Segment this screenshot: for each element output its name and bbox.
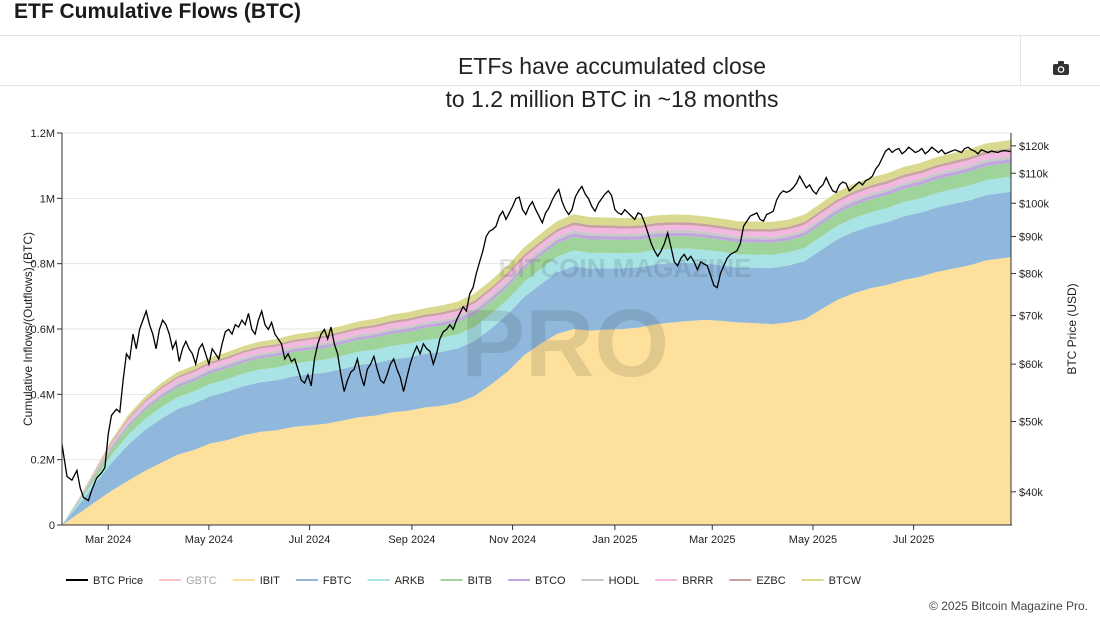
y2-axis-title: BTC Price (USD) [1065,283,1079,374]
y2-tick-label: $90k [1019,231,1043,243]
legend-label: BRRR [682,575,713,587]
legend-label: GBTC [186,575,217,587]
watermark-line-2: PRO [461,290,669,397]
page-title: ETF Cumulative Flows (BTC) [14,0,302,23]
chart-title-line-1: ETFs have accumulated close [458,53,766,79]
x-tick-label: May 2024 [185,534,233,546]
legend-item-arkb[interactable]: ARKB [367,575,425,587]
y-axis-title: Cumulative Inflows/(Outflows) (BTC) [21,232,35,426]
y2-tick-label: $80k [1019,269,1043,281]
etf-flows-chart: ETFs have accumulated close to 1.2 milli… [21,53,1079,587]
x-tick-label: Jul 2024 [289,534,331,546]
y2-tick-label: $100k [1019,198,1049,210]
legend-item-brrr[interactable]: BRRR [655,575,713,587]
y2-tick-label: $120k [1019,141,1049,153]
legend-label: BTC Price [93,575,143,587]
title-divider [0,85,1100,86]
y-tick-label: 1M [40,193,55,205]
y2-tick-label: $60k [1019,359,1043,371]
x-tick-label: May 2025 [789,534,837,546]
legend-label: BITB [468,575,492,587]
stacked-areas [62,140,1011,526]
watermark-line-1: BITCOIN MAGAZINE [499,253,752,283]
area-ibit [62,257,1011,525]
toolbar-divider [1020,36,1021,85]
y2-tick-label: $110k [1019,168,1049,180]
legend-item-hodl[interactable]: HODL [581,575,640,587]
legend-item-btco[interactable]: BTCO [508,575,566,587]
x-tick-label: Jul 2025 [893,534,935,546]
credit: © 2025 Bitcoin Magazine Pro. [929,599,1088,613]
y-tick-label: 0.4M [31,389,55,401]
x-tick-label: Sep 2024 [388,534,435,546]
y2-tick-label: $70k [1019,311,1043,323]
legend-label: FBTC [323,575,352,587]
camera-icon[interactable] [1051,58,1071,78]
legend-label: BTCW [829,575,862,587]
header-divider [0,35,1100,36]
y-tick-label: 0.8M [31,259,55,271]
y-tick-label: 1.2M [31,128,55,140]
legend-item-btcw[interactable]: BTCW [801,575,862,587]
x-tick-label: Jan 2025 [592,534,637,546]
legend-item-gbtc[interactable]: GBTC [159,575,217,587]
area-arkb [62,176,1011,526]
legend-label: ARKB [395,575,425,587]
legend-item-bitb[interactable]: BITB [440,575,492,587]
watermark: BITCOIN MAGAZINE PRO [461,253,751,397]
axes: 0 0.2M 0.4M 0.6M 0.8M 1M 1.2M $40k $50k $60k $70k $… [21,128,1079,546]
area-fbtc [62,191,1011,526]
y2-tick-label: $40k [1019,487,1043,499]
y-tick-label: 0 [49,520,55,532]
legend-label: HODL [609,575,640,587]
y-tick-label: 0.2M [31,455,55,467]
legend-item-ibit[interactable]: IBIT [232,575,280,587]
legend: BTC Price GBTC IBIT FBTC ARKB BITB BTCO HODL BRR… [66,575,862,587]
legend-label: EZBC [756,575,785,587]
legend-item-ezbc[interactable]: EZBC [729,575,786,587]
x-tick-label: Mar 2024 [85,534,131,546]
price-line-layer [61,146,1012,502]
legend-label: IBIT [260,575,280,587]
legend-item-btc-price[interactable]: BTC Price [66,575,143,587]
area-bitb [62,162,1011,525]
chart-title: ETFs have accumulated close to 1.2 milli… [445,53,778,112]
legend-item-fbtc[interactable]: FBTC [295,575,352,587]
y-tick-label: 0.6M [31,324,55,336]
x-tick-label: Mar 2025 [689,534,735,546]
btc-price-line [61,146,1012,502]
x-tick-label: Nov 2024 [489,534,536,546]
legend-label: BTCO [535,575,566,587]
y2-tick-label: $50k [1019,417,1043,429]
chart-title-line-2: to 1.2 million BTC in ~18 months [445,86,778,112]
